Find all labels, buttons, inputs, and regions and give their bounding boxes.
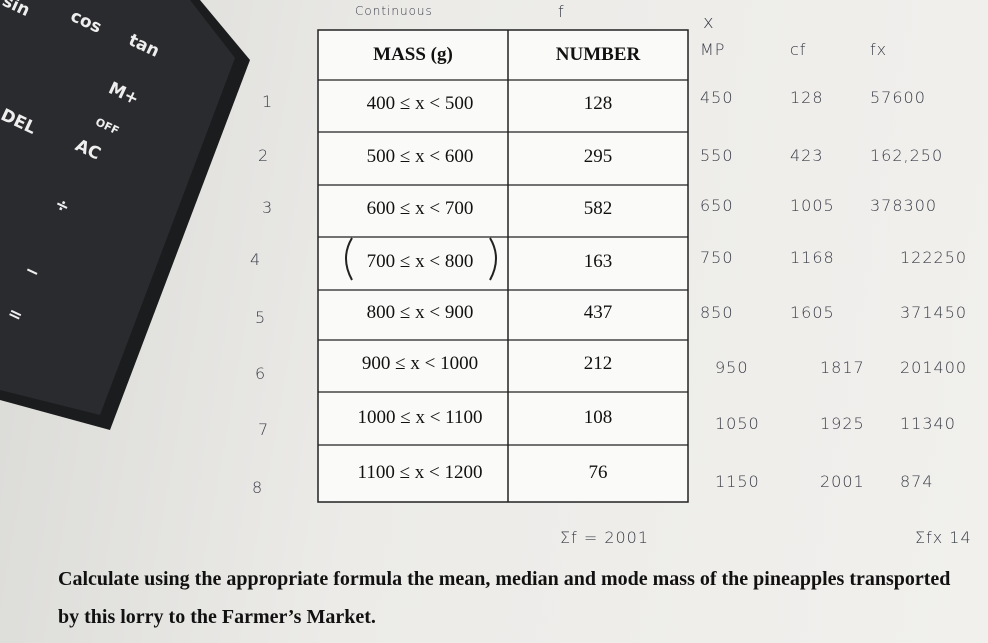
number-cell: 437	[583, 302, 613, 323]
table-frame	[317, 29, 689, 503]
hand-value: 2001	[820, 472, 865, 491]
hand-value: 1925	[820, 414, 865, 433]
hand-value: 11340	[900, 414, 956, 433]
hand-value: 850	[700, 303, 734, 322]
hand-value: 378300	[870, 196, 938, 215]
hand-value: 201400	[900, 358, 968, 377]
heading: Continuous	[355, 4, 433, 18]
hand-value: 128	[790, 88, 824, 107]
table-header: MASS (g)	[373, 44, 453, 65]
mass-cell: 1000 ≤ x < 1100	[357, 407, 483, 428]
hand-value: 57600	[870, 88, 926, 107]
mass-cell: 1100 ≤ x < 1200	[357, 462, 483, 483]
mass-cell: 600 ≤ x < 700	[366, 198, 474, 219]
calculator-face	[0, 0, 235, 415]
hand-value: 1150	[715, 472, 760, 491]
row-number: 5	[255, 308, 267, 327]
hand-value: 950	[715, 358, 749, 377]
row-number: 3	[262, 198, 274, 217]
mass-cell: 500 ≤ x < 600	[366, 146, 474, 167]
hand-parentheses	[345, 237, 497, 281]
row-number: 8	[252, 478, 264, 497]
hand-value: 371450	[900, 303, 968, 322]
hand-value: 650	[700, 196, 734, 215]
sum-f: Σf = 2001	[560, 528, 650, 547]
hand-value: 750	[700, 248, 734, 267]
mass-cell: 700 ≤ x < 800	[366, 251, 474, 272]
question: Calculate using the appropriate formula …	[58, 568, 951, 628]
hand-value: 450	[700, 88, 734, 107]
hand-header: cf	[790, 40, 807, 59]
mass-cell: 800 ≤ x < 900	[366, 302, 474, 323]
number-cell: 76	[588, 462, 608, 483]
hand-value: 423	[790, 146, 824, 165]
mass-cell: 400 ≤ x < 500	[366, 93, 474, 114]
row-number: 6	[255, 364, 267, 383]
row-number: 2	[258, 146, 270, 165]
hand-header: MP	[700, 40, 726, 59]
number-cell: 163	[583, 251, 613, 272]
row-number: 7	[258, 420, 270, 439]
number-cell: 128	[583, 93, 613, 114]
hand-value: 1817	[820, 358, 865, 377]
hand-value: 162,250	[870, 146, 944, 165]
hand-value: 1168	[790, 248, 835, 267]
f-label: f	[558, 2, 565, 21]
row-number: 1	[262, 92, 274, 111]
hand-value: 122250	[900, 248, 968, 267]
hand-value: 1605	[790, 303, 835, 322]
x-label: x	[703, 12, 715, 33]
sum-fx: Σfx 14	[915, 528, 972, 547]
table-header: NUMBER	[555, 44, 641, 65]
hand-value: 550	[700, 146, 734, 165]
number-cell: 295	[583, 146, 613, 167]
number-cell: 108	[583, 407, 613, 428]
hand-value: 1005	[790, 196, 835, 215]
hand-header: fx	[870, 40, 888, 59]
hand-value: 874	[900, 472, 934, 491]
number-cell: 582	[583, 198, 613, 219]
mass-cell: 900 ≤ x < 1000	[361, 353, 479, 374]
number-cell: 212	[583, 353, 613, 374]
row-number: 4	[250, 250, 262, 269]
hand-value: 1050	[715, 414, 760, 433]
